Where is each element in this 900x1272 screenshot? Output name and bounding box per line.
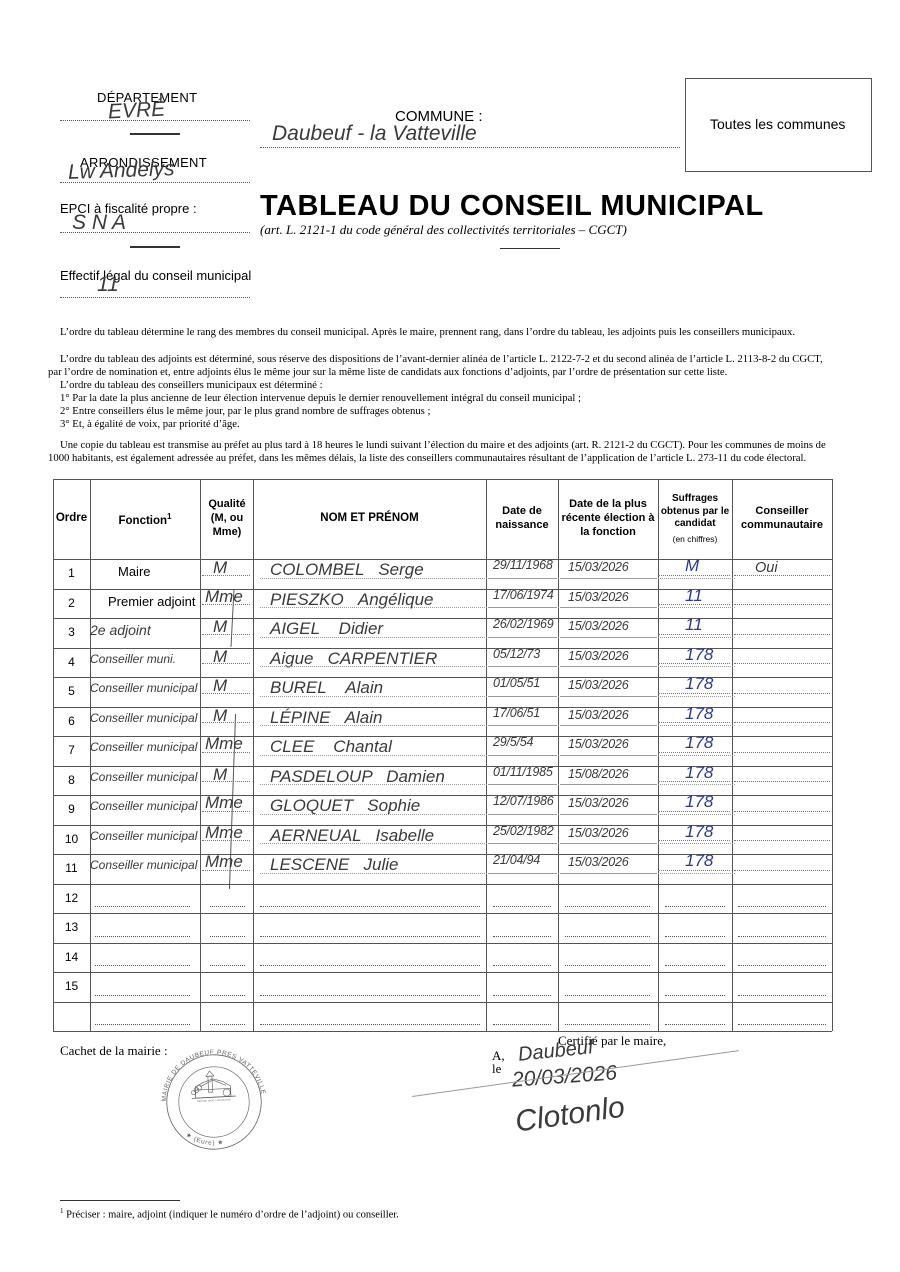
svg-text:RÉPUBLIQUE FRANÇAISE: RÉPUBLIQUE FRANÇAISE bbox=[197, 1098, 231, 1103]
svg-text:★ (Eure) ★: ★ (Eure) ★ bbox=[184, 1130, 225, 1149]
